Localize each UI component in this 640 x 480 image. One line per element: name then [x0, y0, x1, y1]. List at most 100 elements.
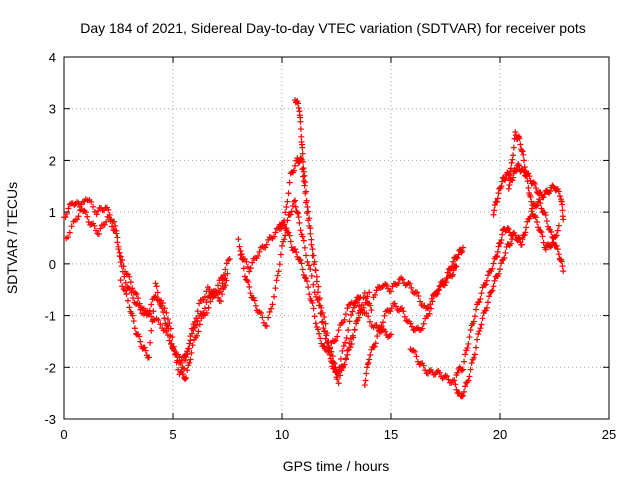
data-point-marker: [163, 322, 170, 329]
data-point-marker: [465, 377, 472, 384]
data-point-marker: [307, 230, 314, 237]
data-point-marker: [543, 218, 550, 225]
data-point-marker: [537, 189, 544, 196]
data-point-marker: [493, 254, 500, 261]
series-track-g: [276, 219, 394, 355]
data-point-marker: [547, 188, 554, 195]
data-point-marker: [555, 222, 562, 229]
data-point-marker: [479, 315, 486, 322]
data-point-marker: [459, 247, 466, 254]
data-point-marker: [518, 241, 525, 248]
data-point-marker: [265, 314, 272, 321]
data-point-marker: [179, 371, 186, 378]
data-point-marker: [287, 238, 294, 245]
data-point-marker: [271, 233, 278, 240]
data-point-marker: [223, 260, 230, 267]
data-point-marker: [537, 227, 544, 234]
data-point-marker: [464, 345, 471, 352]
data-point-marker: [427, 301, 434, 308]
data-point-marker: [130, 318, 137, 325]
data-point-marker: [184, 351, 191, 358]
y-tick-label: 1: [49, 205, 56, 220]
data-point-marker: [403, 317, 410, 324]
data-point-marker: [131, 325, 138, 332]
data-point-marker: [486, 293, 493, 300]
data-point-marker: [554, 227, 561, 234]
data-point-marker: [506, 181, 513, 188]
data-point-marker: [82, 209, 89, 216]
data-point-marker: [317, 335, 324, 342]
data-point-marker: [206, 286, 213, 293]
data-point-marker: [130, 295, 137, 302]
data-point-marker: [302, 252, 309, 259]
data-point-marker: [306, 291, 313, 298]
data-point-marker: [559, 207, 566, 214]
data-point-marker: [425, 370, 432, 377]
data-point-marker: [485, 272, 492, 279]
y-tick-label: 3: [49, 102, 56, 117]
data-point-marker: [283, 204, 290, 211]
data-point-marker: [187, 356, 194, 363]
data-point-marker: [223, 277, 230, 284]
data-point-marker: [458, 393, 465, 400]
data-point-marker: [505, 185, 512, 192]
data-point-marker: [252, 302, 259, 309]
data-point-marker: [307, 225, 314, 232]
data-point-marker: [349, 332, 356, 339]
data-point-marker: [331, 366, 338, 373]
data-point-marker: [495, 190, 502, 197]
data-point-marker: [367, 302, 374, 309]
data-point-marker: [555, 251, 562, 258]
data-point-marker: [129, 285, 136, 292]
x-tick-label: 15: [384, 427, 398, 442]
data-point-marker: [465, 340, 472, 347]
data-point-marker: [474, 336, 481, 343]
data-point-marker: [419, 325, 426, 332]
data-point-marker: [193, 332, 200, 339]
series-track-f: [292, 97, 364, 381]
data-point-marker: [112, 222, 119, 229]
data-point-marker: [286, 179, 293, 186]
data-point-marker: [297, 227, 304, 234]
data-point-marker: [155, 317, 162, 324]
data-point-marker: [75, 200, 82, 207]
data-point-marker: [305, 208, 312, 215]
data-point-marker: [399, 276, 406, 283]
data-point-marker: [556, 193, 563, 200]
data-point-marker: [150, 308, 157, 315]
data-point-marker: [166, 337, 173, 344]
data-point-marker: [477, 296, 484, 303]
data-point-marker: [525, 170, 532, 177]
data-point-marker: [505, 225, 512, 232]
data-point-marker: [475, 330, 482, 337]
data-point-marker: [271, 293, 278, 300]
data-point-marker: [196, 300, 203, 307]
data-point-marker: [310, 305, 317, 312]
data-point-marker: [201, 293, 208, 300]
data-point-marker: [289, 202, 296, 209]
data-point-marker: [453, 263, 460, 270]
data-point-marker: [312, 320, 319, 327]
data-point-marker: [226, 255, 233, 262]
data-point-marker: [244, 264, 251, 271]
data-point-marker: [459, 392, 466, 399]
data-point-marker: [68, 223, 75, 230]
data-point-marker: [187, 337, 194, 344]
data-point-marker: [296, 219, 303, 226]
data-point-marker: [123, 291, 130, 298]
data-point-marker: [263, 241, 270, 248]
data-point-marker: [127, 279, 134, 286]
data-point-marker: [333, 374, 340, 381]
data-point-marker: [263, 322, 270, 329]
data-point-marker: [313, 293, 320, 300]
data-point-marker: [135, 295, 142, 302]
data-point-marker: [340, 343, 347, 350]
data-point-marker: [450, 258, 457, 265]
data-point-marker: [304, 258, 311, 265]
data-point-marker: [380, 319, 387, 326]
data-point-marker: [201, 305, 208, 312]
data-point-marker: [302, 275, 309, 282]
grid-lines: [64, 57, 609, 419]
data-point-marker: [532, 214, 539, 221]
data-point-marker: [117, 253, 124, 260]
